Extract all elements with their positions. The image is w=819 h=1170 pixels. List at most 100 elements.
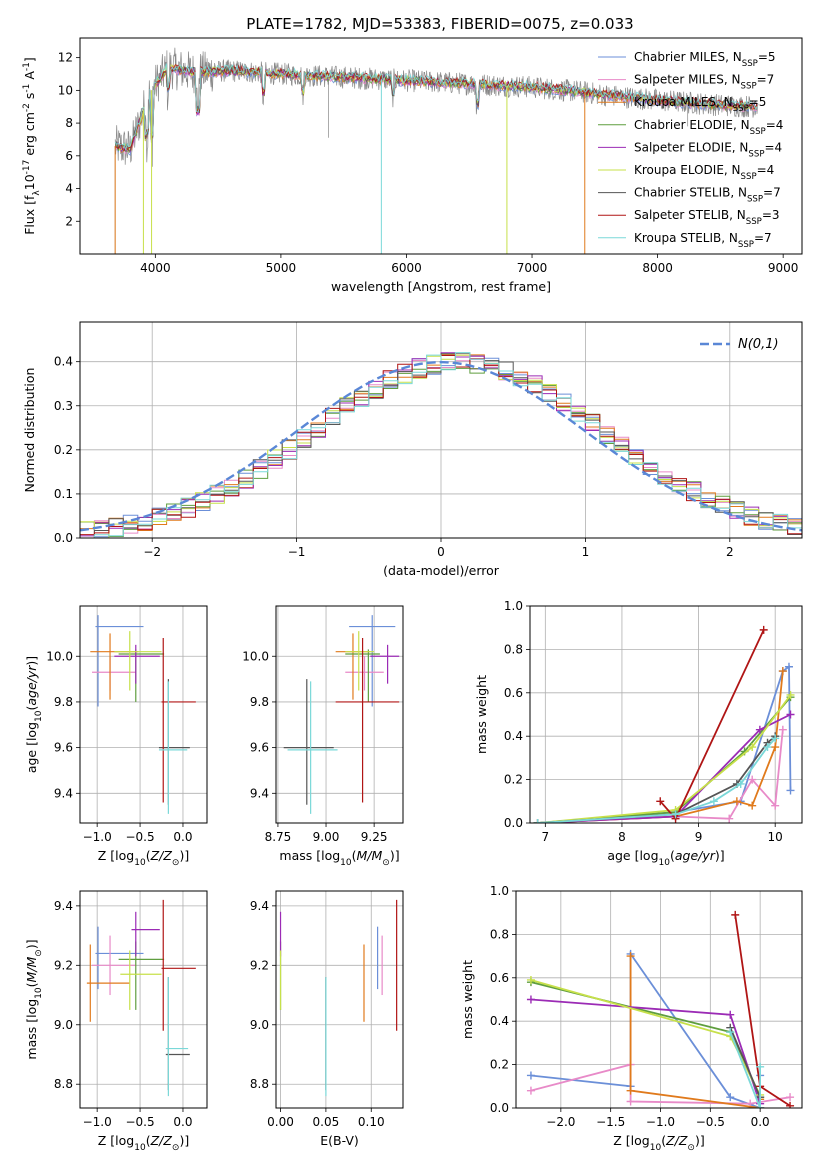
weight-point-marker xyxy=(526,975,535,984)
x-tick-label: 6000 xyxy=(391,261,422,275)
weight-point-marker xyxy=(526,995,535,1004)
weight-point-marker xyxy=(709,797,718,806)
axes-frame xyxy=(79,605,208,824)
x-tick-label: 7000 xyxy=(517,261,548,275)
y-tick-label: 1.0 xyxy=(504,599,523,613)
x-tick-label: −1 xyxy=(288,545,306,559)
y-tick-label: 0.8 xyxy=(504,642,523,656)
legend-entry: Salpeter STELIB, NSSP=3 xyxy=(634,208,780,227)
weight-point-marker xyxy=(725,814,734,823)
axes-frame xyxy=(79,37,803,255)
legend-entry: Salpeter MILES, NSSP=7 xyxy=(634,73,774,92)
weight-point-marker xyxy=(771,801,780,810)
weight-series-line xyxy=(530,979,761,1096)
x-axis-label: wavelength [Angstrom, rest frame] xyxy=(331,279,551,294)
weight-point-marker xyxy=(726,1010,735,1019)
weight-point-marker xyxy=(526,1071,535,1080)
y-tick-label: 9.4 xyxy=(250,899,269,913)
legend-entry: Chabrier ELODIE, NSSP=4 xyxy=(634,118,783,137)
plot-area xyxy=(80,352,802,538)
y-tick-label: 9.4 xyxy=(54,786,73,800)
normal-reference-curve xyxy=(80,360,802,532)
y-tick-label: 6 xyxy=(65,149,73,163)
weight-point-marker xyxy=(732,797,741,806)
y-axis-label: mass [log10(M/M⊙)] xyxy=(24,939,44,1059)
x-tick-label: 4000 xyxy=(140,261,171,275)
plot-area xyxy=(114,47,759,254)
weight-point-marker xyxy=(748,743,757,752)
weight-point-marker xyxy=(671,810,680,819)
x-tick-label: 8 xyxy=(618,830,626,844)
y-tick-label: 0.2 xyxy=(504,773,523,787)
legend-entry: Kroupa STELIB, NSSP=7 xyxy=(634,231,772,250)
weight-series-line xyxy=(537,694,792,823)
weight-point-marker xyxy=(786,1101,795,1108)
y-tick-label: 0.3 xyxy=(54,399,73,413)
weight-point-marker xyxy=(756,1104,765,1108)
x-tick-label: −2.0 xyxy=(546,1115,575,1129)
x-tick-label: −2 xyxy=(143,545,161,559)
x-tick-label: −0.5 xyxy=(125,830,154,844)
x-tick-label: 0.0 xyxy=(173,830,192,844)
x-tick-label: 0.00 xyxy=(267,1115,294,1129)
x-tick-label: 8000 xyxy=(642,261,673,275)
x-axis-label: (data-model)/error xyxy=(383,563,500,578)
x-axis-label: E(B-V) xyxy=(320,1133,359,1148)
y-tick-label: 0.4 xyxy=(54,355,73,369)
weight-point-marker xyxy=(626,1086,635,1095)
x-axis-label: Z [log10(Z/Z⊙)] xyxy=(98,848,189,868)
weight-point-marker xyxy=(656,797,665,806)
y-tick-label: 9.6 xyxy=(250,741,269,755)
legend-entry: Kroupa MILES, NSSP=5 xyxy=(634,95,766,114)
model-spectrum-line xyxy=(115,63,758,154)
y-tick-label: 9.4 xyxy=(54,899,73,913)
x-tick-label: 0.0 xyxy=(173,1115,192,1129)
axes-frame xyxy=(275,605,404,824)
weight-point-marker xyxy=(786,786,795,795)
axes-frame xyxy=(529,605,803,824)
x-tick-label: 0.10 xyxy=(358,1115,385,1129)
spectrum-panel: 4000 5000 6000 7000 8000 9000 2 4 6 8 10 12 waveleng… xyxy=(22,37,803,294)
plot-area xyxy=(279,899,398,1097)
x-tick-label: 5000 xyxy=(266,261,297,275)
weight-series-line xyxy=(537,713,791,823)
weight-point-marker xyxy=(533,819,542,823)
weight-point-marker xyxy=(786,710,795,719)
y-tick-label: 0.0 xyxy=(490,1101,509,1115)
age-vs-mass-panel: 8.75 9.00 9.25 9.4 9.6 9.8 10.0 mass [log10(M/M… xyxy=(242,605,404,868)
legend-entry: Salpeter ELODIE, NSSP=4 xyxy=(634,140,782,159)
y-tick-label: 10.0 xyxy=(242,649,269,663)
y-tick-label: 10 xyxy=(58,83,73,97)
x-axis-label: Z [log10(Z/Z⊙)] xyxy=(98,1133,189,1153)
weight-point-marker xyxy=(626,952,635,961)
y-tick-label: 0.6 xyxy=(490,971,509,985)
x-tick-label: 9.00 xyxy=(313,830,340,844)
legend-entry: Kroupa ELODIE, NSSP=4 xyxy=(634,163,774,182)
y-tick-label: 9.8 xyxy=(54,695,73,709)
x-tick-label: −0.5 xyxy=(125,1115,154,1129)
weight-series-line xyxy=(629,956,761,1108)
spectrum-legend: Chabrier MILES, NSSP=5 Salpeter MILES, NS… xyxy=(598,50,783,250)
weight-series-line xyxy=(729,1031,761,1108)
weight-point-marker xyxy=(748,801,757,810)
x-axis-label: mass [log10(M/M⊙)] xyxy=(279,848,399,868)
weight-point-marker xyxy=(778,725,787,734)
weight-series-line xyxy=(530,998,761,1104)
weight-point-marker xyxy=(784,662,793,671)
model-spectrum-line xyxy=(114,63,758,151)
y-axis-label: Normed distribution xyxy=(22,368,37,493)
y-tick-label: 8 xyxy=(65,116,73,130)
y-tick-label: 9.4 xyxy=(250,786,269,800)
weight-series-line xyxy=(537,737,776,823)
weight-point-marker xyxy=(778,667,787,676)
plot-area xyxy=(533,625,795,823)
x-tick-label: −1.0 xyxy=(83,1115,112,1129)
plot-area xyxy=(86,899,196,1097)
mass-vs-metallicity-panel: −1.0 −0.5 0.0 8.8 9.0 9.2 9.4 Z [log10(Z/Z⊙)] ma… xyxy=(24,890,208,1153)
weight-series-line xyxy=(659,629,765,821)
x-tick-label: 9 xyxy=(695,830,703,844)
y-tick-label: 12 xyxy=(58,51,73,65)
weight-point-marker xyxy=(763,743,772,752)
x-tick-label: 0.05 xyxy=(313,1115,340,1129)
plot-area xyxy=(90,615,196,814)
